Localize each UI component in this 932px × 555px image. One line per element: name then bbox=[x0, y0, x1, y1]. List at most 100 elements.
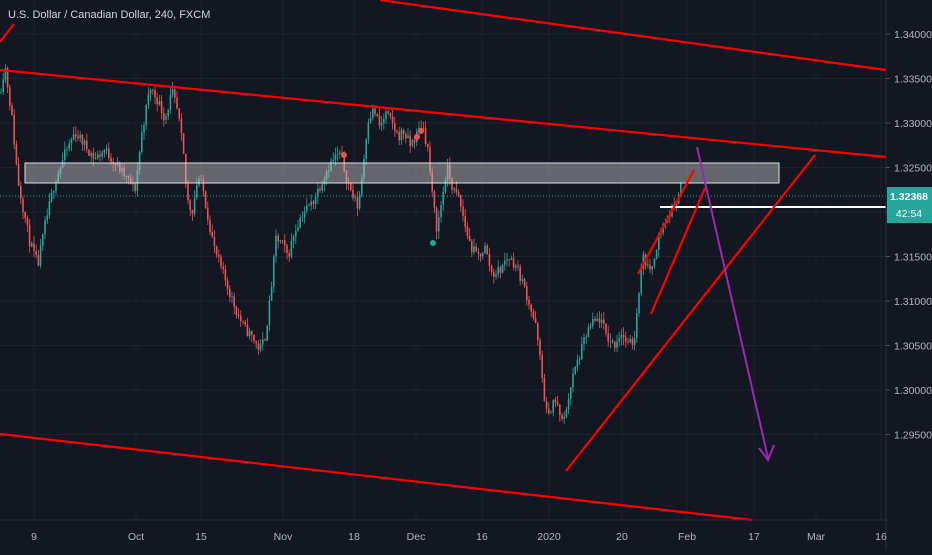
time-tick-label: Nov bbox=[274, 531, 293, 543]
time-tick-label: 15 bbox=[195, 531, 207, 543]
candle-body bbox=[244, 321, 246, 325]
candle-body bbox=[534, 318, 537, 323]
candle-body bbox=[466, 226, 469, 236]
candle-body bbox=[215, 246, 218, 255]
price-tick-label: 1.33000 bbox=[894, 118, 932, 130]
candle-body bbox=[598, 318, 601, 323]
symbol-title: U.S. Dollar / Canadian Dollar, 240, FXCM bbox=[8, 9, 211, 21]
candle-body bbox=[251, 330, 253, 335]
candle-body bbox=[543, 377, 546, 402]
candle-body bbox=[627, 341, 629, 343]
candle-body bbox=[572, 373, 574, 388]
candle-body bbox=[0, 91, 2, 93]
candle-body bbox=[127, 175, 130, 179]
time-tick-label: 2020 bbox=[537, 531, 561, 543]
drawings[interactable] bbox=[0, 0, 887, 522]
candle-body bbox=[70, 139, 73, 144]
grid bbox=[0, 0, 886, 520]
candle-body bbox=[680, 183, 682, 195]
candle-body bbox=[110, 157, 112, 162]
candle-body bbox=[350, 183, 352, 190]
candle-body bbox=[325, 171, 328, 180]
candle-body bbox=[462, 206, 464, 216]
candle-body bbox=[193, 197, 196, 214]
candle-body bbox=[352, 189, 354, 198]
candle-body bbox=[328, 170, 330, 172]
candle-body bbox=[211, 231, 213, 238]
candle-body bbox=[490, 265, 493, 273]
candle-body bbox=[31, 243, 33, 247]
candle-body bbox=[97, 154, 99, 159]
candle-body bbox=[570, 387, 572, 399]
candle-body bbox=[508, 259, 510, 261]
candle-body bbox=[145, 104, 147, 126]
candle-body bbox=[264, 339, 266, 341]
candle-body bbox=[457, 192, 460, 196]
candle-body bbox=[178, 108, 180, 119]
candle-body bbox=[497, 267, 499, 275]
candle-body bbox=[550, 412, 552, 414]
candle-body bbox=[321, 184, 323, 191]
resistance-zone bbox=[24, 162, 780, 184]
inner-channel-upper bbox=[0, 68, 887, 159]
candle-body bbox=[185, 154, 187, 184]
time-tick-label: 20 bbox=[616, 531, 628, 543]
candle-body bbox=[149, 89, 152, 94]
candle-body bbox=[147, 93, 150, 105]
candle-body bbox=[26, 217, 29, 225]
candle-body bbox=[24, 212, 26, 218]
candle-body bbox=[658, 233, 660, 250]
candle-body bbox=[92, 152, 95, 159]
candle-body bbox=[647, 264, 649, 266]
candle-body bbox=[618, 338, 620, 342]
candle-body bbox=[160, 101, 163, 114]
candle-body bbox=[4, 68, 7, 80]
candle-body bbox=[446, 164, 449, 181]
candle-body bbox=[620, 335, 623, 339]
candle-body bbox=[189, 200, 191, 210]
candle-body bbox=[83, 140, 86, 145]
candle-body bbox=[154, 90, 156, 98]
price-axis-bg bbox=[886, 0, 932, 550]
candle-body bbox=[22, 198, 24, 213]
candle-body bbox=[367, 122, 370, 140]
candle-body bbox=[226, 280, 229, 289]
candle-body bbox=[114, 163, 117, 165]
candle-body bbox=[585, 336, 587, 338]
candle-body bbox=[479, 253, 482, 257]
candle-body bbox=[611, 341, 614, 343]
candle-body bbox=[288, 253, 290, 257]
candle-body bbox=[402, 130, 405, 134]
candle-body bbox=[237, 314, 240, 316]
candle-body bbox=[385, 111, 387, 120]
candle-body bbox=[640, 269, 642, 294]
candle-body bbox=[290, 241, 293, 257]
candle-body bbox=[9, 87, 11, 106]
candle-body bbox=[453, 188, 455, 190]
candle-body bbox=[86, 140, 88, 150]
candle-body bbox=[125, 175, 128, 177]
candle-body bbox=[281, 240, 284, 242]
candle-body bbox=[286, 245, 288, 254]
candle-body bbox=[552, 399, 554, 413]
candle-body bbox=[380, 122, 383, 126]
candle-body bbox=[55, 182, 57, 192]
candle-body bbox=[182, 133, 185, 155]
candle-body bbox=[312, 201, 315, 204]
candle-body bbox=[101, 152, 103, 157]
candle-body bbox=[158, 101, 161, 105]
candle-body bbox=[75, 134, 77, 137]
candle-body bbox=[141, 132, 143, 153]
candle-body bbox=[603, 319, 605, 324]
time-tick-label: Oct bbox=[128, 531, 144, 543]
candle-body bbox=[519, 266, 521, 281]
time-tick-label: 16 bbox=[875, 531, 887, 543]
candle-body bbox=[460, 195, 462, 207]
candle-body bbox=[103, 150, 106, 153]
candle-body bbox=[42, 233, 44, 246]
candle-body bbox=[134, 183, 136, 191]
candle-body bbox=[567, 398, 570, 410]
